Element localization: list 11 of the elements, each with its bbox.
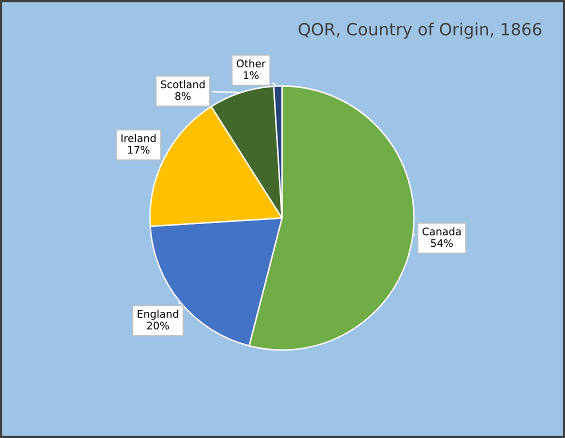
data-label: 54% [431,239,453,248]
data-label: 17% [128,146,150,154]
slice-label: England [138,310,178,320]
data-label: 8% [175,92,191,100]
slice-label: Canada [422,227,461,236]
chart-title: QOR, Country of Origin, 1866 [298,22,542,39]
slice-label: Other [236,59,266,68]
data-label: 1% [244,71,259,80]
slice-label: Scotland [160,80,205,88]
slice-label: Ireland [122,134,156,142]
data-label: 20% [147,322,169,330]
